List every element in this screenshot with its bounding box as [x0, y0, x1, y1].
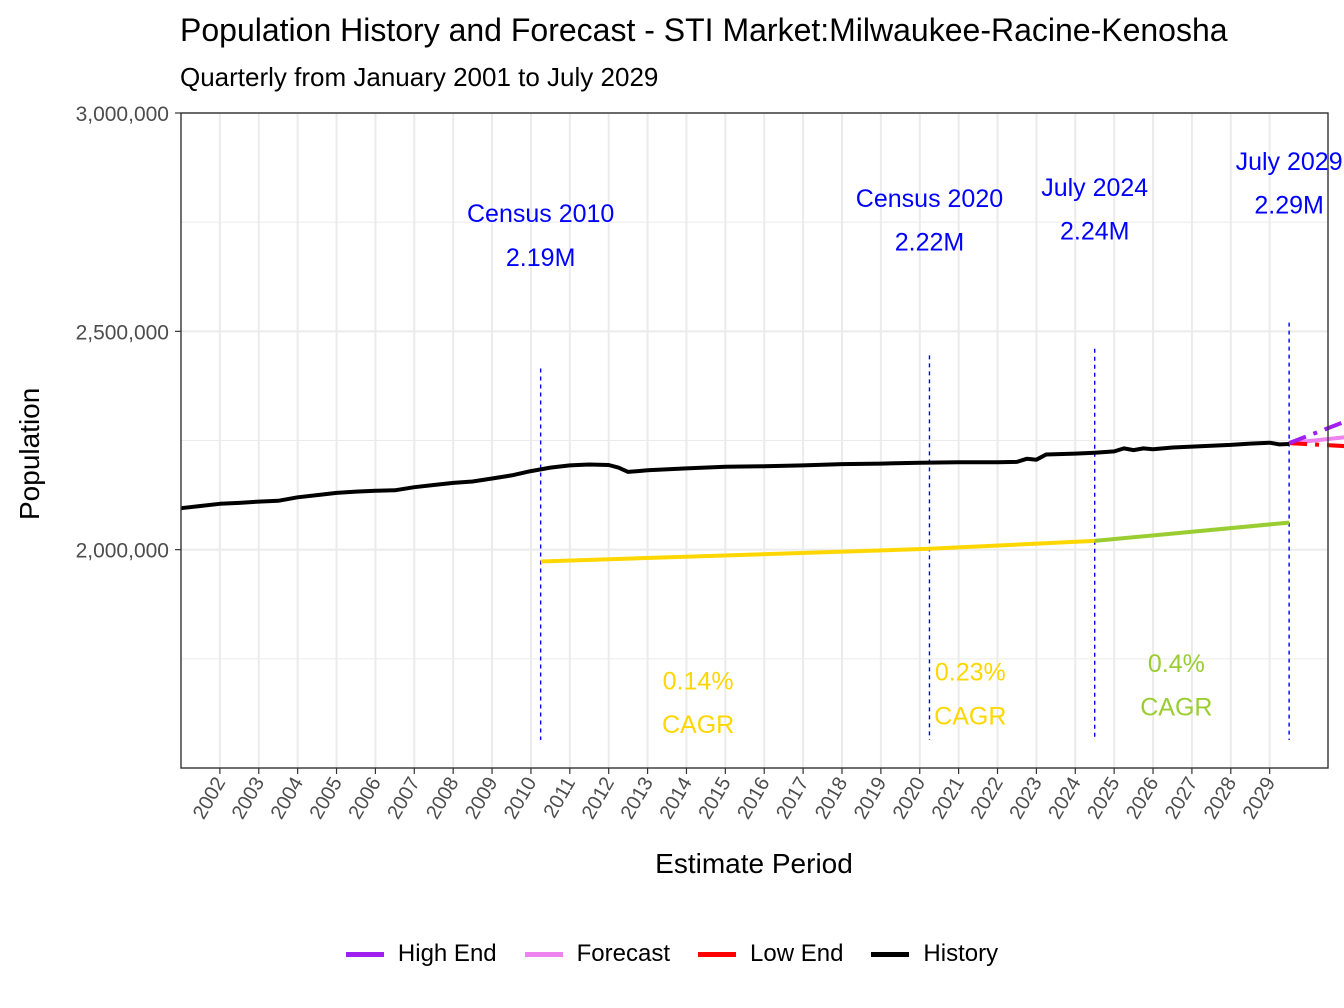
annotation-label: Census 2020	[856, 185, 1003, 213]
annotation-label: Census 2010	[467, 200, 614, 228]
legend: High End Forecast Low End History	[0, 940, 1344, 968]
x-tick-label: 2023	[1005, 774, 1046, 824]
legend-item-history: History	[871, 940, 998, 968]
series-line-cagr-2020-2024	[929, 538, 1095, 551]
x-tick-label: 2021	[928, 774, 969, 824]
x-tick-label: 2017	[772, 774, 813, 824]
annotation-value: 2.24M	[1060, 218, 1129, 246]
x-tick-label: 2002	[189, 774, 230, 824]
legend-label-forecast: Forecast	[576, 940, 671, 967]
x-tick-label: 2011	[540, 774, 581, 822]
annotation-label: 0.4%	[1148, 650, 1205, 678]
y-tick-label: 2,500,000	[76, 321, 169, 344]
annotation-value: CAGR	[1140, 694, 1212, 722]
x-tick-label: 2010	[500, 774, 541, 824]
legend-key-low-end	[698, 951, 737, 957]
legend-label-history: History	[923, 940, 999, 967]
series-line-cagr-2024-2029	[1094, 520, 1290, 543]
x-tick-label: 2007	[383, 774, 424, 824]
x-tick-label: 2022	[967, 774, 1008, 824]
legend-key-forecast	[524, 951, 563, 957]
legend-item-low-end: Low End	[698, 940, 843, 968]
annotation-label: July 2029	[1236, 148, 1343, 176]
annotation-value: 2.19M	[506, 244, 575, 272]
x-tick-label: 2014	[655, 774, 696, 824]
x-tick-label: 2026	[1122, 774, 1163, 824]
x-axis-label: Estimate Period	[655, 848, 853, 879]
x-tick-label: 2004	[267, 774, 308, 824]
annotation-label: 0.14%	[663, 667, 734, 695]
x-tick-label: 2003	[228, 774, 269, 824]
annotation-value: CAGR	[662, 711, 734, 739]
x-tick-label: 2020	[889, 774, 930, 824]
chart-subtitle: Quarterly from January 2001 to July 2029	[180, 62, 659, 92]
annotation-value: 2.22M	[895, 229, 964, 257]
legend-label-low-end: Low End	[750, 940, 844, 967]
annotation-value: 2.29M	[1254, 191, 1323, 219]
annotation-label: July 2024	[1041, 174, 1148, 202]
x-tick-label: 2005	[306, 774, 347, 824]
x-tick-label: 2024	[1044, 774, 1085, 824]
x-tick-label: 2019	[850, 774, 891, 824]
series-line-history	[180, 440, 1290, 511]
x-tick-label: 2008	[422, 774, 463, 824]
x-tick-label: 2028	[1200, 774, 1241, 824]
x-tick-label: 2006	[344, 774, 385, 824]
legend-key-history	[871, 951, 910, 957]
legend-label-high-end: High End	[397, 940, 497, 967]
chart-title: Population History and Forecast - STI Ma…	[180, 12, 1228, 48]
x-tick-label: 2012	[578, 774, 619, 824]
plot-border	[180, 112, 1329, 769]
legend-item-forecast: Forecast	[524, 940, 671, 968]
y-tick-label: 3,000,000	[76, 103, 169, 126]
x-tick-label: 2027	[1161, 774, 1202, 824]
annotation-label: 0.23%	[935, 659, 1006, 687]
x-tick-label: 2009	[461, 774, 502, 824]
legend-key-high-end	[345, 951, 384, 957]
series-line-cagr-2010-2020	[540, 546, 930, 564]
x-tick-label: 2029	[1239, 774, 1280, 824]
legend-item-high-end: High End	[345, 940, 497, 968]
x-tick-label: 2025	[1083, 774, 1124, 824]
x-tick-label: 2013	[617, 774, 658, 824]
series-line-forecast	[1288, 435, 1344, 446]
x-tick-label: 2016	[733, 774, 774, 824]
x-tick-label: 2018	[811, 774, 852, 824]
annotation-value: CAGR	[934, 702, 1006, 730]
x-tick-label: 2015	[694, 774, 735, 824]
y-tick-label: 2,000,000	[76, 540, 169, 563]
